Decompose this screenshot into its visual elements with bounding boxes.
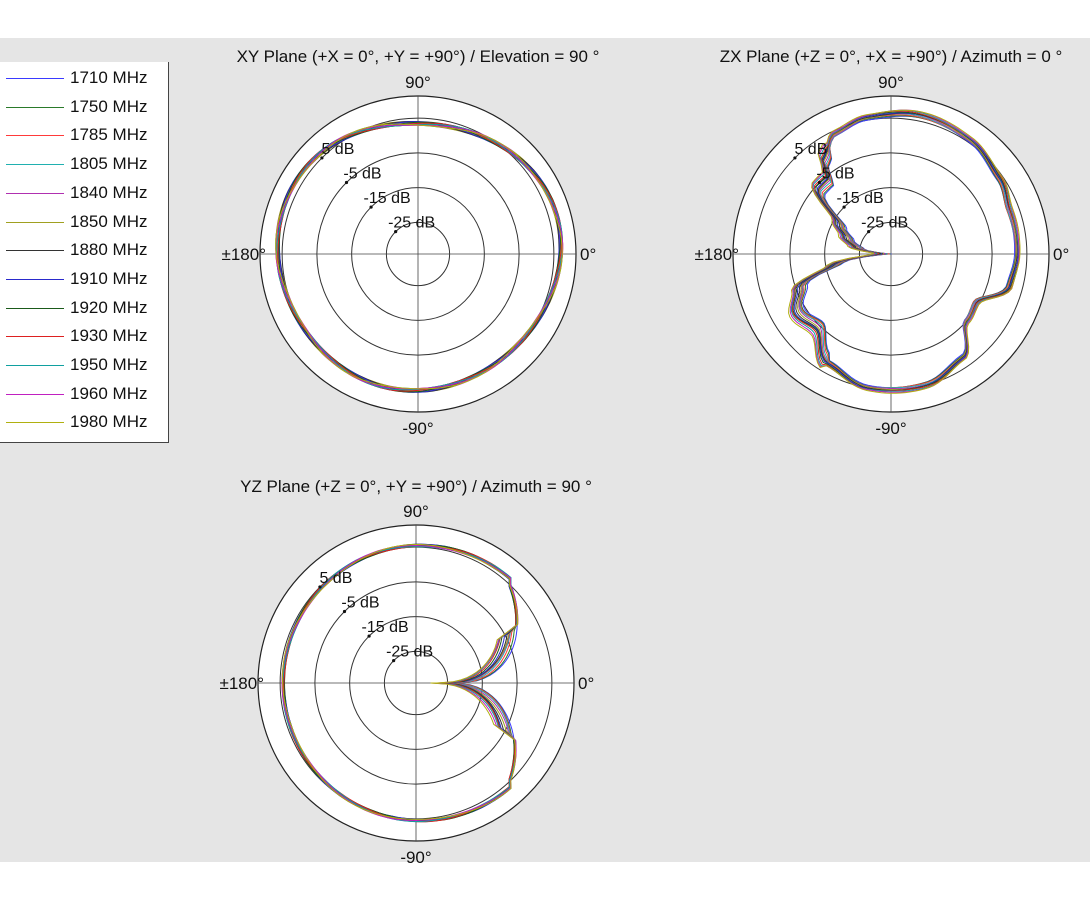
angle-label-left: ±180° (695, 245, 740, 264)
radial-tick-label: -5 dB (816, 165, 854, 182)
pattern-series-line (281, 544, 519, 822)
angle-label-right: 0° (1053, 245, 1069, 264)
radial-tick-dot (367, 634, 371, 638)
legend-label: 1950 MHz (70, 355, 148, 374)
legend-entry: 1785 MHz (0, 121, 168, 149)
legend-entry: 1950 MHz (0, 351, 168, 379)
legend-swatch (6, 192, 64, 194)
angle-label-right: 0° (580, 245, 596, 264)
legend-entry: 1880 MHz (0, 236, 168, 264)
pattern-series-line (788, 109, 1021, 394)
legend-entry: 1980 MHz (0, 408, 168, 436)
legend-label: 1880 MHz (70, 240, 148, 260)
angle-label-top: 90° (878, 73, 904, 92)
pattern-series-line (275, 123, 563, 390)
chart-title: ZX Plane (+Z = 0°, +X = +90°) / Azimuth … (720, 47, 1063, 66)
legend-swatch (6, 336, 64, 338)
legend-swatch (6, 250, 64, 252)
legend-swatch (6, 393, 64, 395)
pattern-series-line (278, 121, 561, 393)
angle-label-right: 0° (578, 674, 594, 693)
legend-label: 1840 MHz (70, 182, 148, 202)
radial-tick-label: -15 dB (837, 190, 884, 207)
legend-entry: 1805 MHz (0, 150, 168, 178)
radial-tick-label: -25 dB (388, 215, 435, 232)
angle-label-top: 90° (405, 73, 431, 92)
legend-swatch (6, 164, 64, 166)
pattern-series-line (277, 122, 563, 392)
radial-tick-dot (318, 585, 322, 589)
angle-label-bottom: -90° (402, 419, 433, 438)
legend-entry: 1710 MHz (0, 64, 168, 92)
legend-entry: 1750 MHz (0, 93, 168, 121)
angle-label-bottom: -90° (400, 848, 431, 867)
pattern-series-line (281, 544, 519, 820)
legend-label: 1710 MHz (70, 68, 148, 87)
radial-tick-dot (793, 156, 797, 160)
radial-tick-dot (342, 609, 347, 614)
radial-tick-dot (394, 230, 398, 234)
angle-label-left: ±180° (222, 245, 267, 264)
legend-label: 1910 MHz (70, 268, 148, 288)
legend-entry: 1960 MHz (0, 380, 168, 408)
polar-chart: YZ Plane (+Z = 0°, +Y = +90°) / Azimuth … (220, 477, 595, 867)
legend-swatch (6, 365, 64, 366)
radial-tick-dot (817, 180, 822, 185)
legend-label: 1785 MHz (70, 125, 148, 145)
legend-label: 1960 MHz (70, 383, 148, 403)
radial-tick-label: 5 dB (794, 141, 827, 158)
chart-title: XY Plane (+X = 0°, +Y = +90°) / Elevatio… (237, 47, 600, 66)
legend-swatch (6, 135, 64, 137)
radial-tick-label: -5 dB (341, 594, 379, 611)
radial-tick-dot (344, 180, 349, 185)
radial-tick-dot (320, 156, 324, 160)
legend-entry: 1850 MHz (0, 208, 168, 236)
pattern-series-line (275, 122, 562, 391)
legend-swatch (6, 106, 64, 108)
legend-label: 1930 MHz (70, 326, 148, 346)
legend-label: 1805 MHz (70, 154, 148, 174)
legend-swatch (6, 307, 64, 309)
angle-label-bottom: -90° (875, 419, 906, 438)
radial-tick-label: 5 dB (319, 570, 352, 587)
radial-tick-label: -5 dB (343, 165, 381, 182)
legend-swatch (6, 422, 64, 424)
legend-label: 1750 MHz (70, 96, 148, 116)
radial-tick-dot (392, 659, 396, 663)
radial-tick-dot (867, 230, 871, 234)
radial-tick-label: -25 dB (386, 644, 433, 661)
legend-entry: 1910 MHz (0, 265, 168, 293)
radial-tick-label: -15 dB (362, 619, 409, 636)
radial-tick-dot (369, 205, 373, 209)
legend-entry: 1840 MHz (0, 179, 168, 207)
legend-swatch (6, 221, 64, 223)
legend-label: 1920 MHz (70, 297, 148, 317)
radial-tick-label: -15 dB (364, 190, 411, 207)
polar-chart: ZX Plane (+Z = 0°, +X = +90°) / Azimuth … (695, 47, 1070, 438)
radial-tick-label: -25 dB (861, 215, 908, 232)
legend-entry: 1930 MHz (0, 322, 168, 350)
legend: 1710 MHz 1750 MHz 1785 MHz 1805 MHz 1840 MHz… (0, 62, 169, 443)
legend-swatch (6, 78, 64, 79)
legend-label: 1850 MHz (70, 211, 148, 231)
polar-chart: XY Plane (+X = 0°, +Y = +90°) / Elevatio… (222, 47, 600, 438)
angle-label-top: 90° (403, 502, 429, 521)
chart-title: YZ Plane (+Z = 0°, +Y = +90°) / Azimuth … (240, 477, 592, 496)
angle-label-left: ±180° (220, 674, 265, 693)
legend-swatch (6, 278, 64, 280)
legend-label: 1980 MHz (70, 412, 148, 432)
pattern-series-line (278, 120, 560, 393)
radial-tick-dot (842, 205, 846, 209)
legend-entry: 1920 MHz (0, 294, 168, 322)
radial-tick-label: 5 dB (321, 141, 354, 158)
